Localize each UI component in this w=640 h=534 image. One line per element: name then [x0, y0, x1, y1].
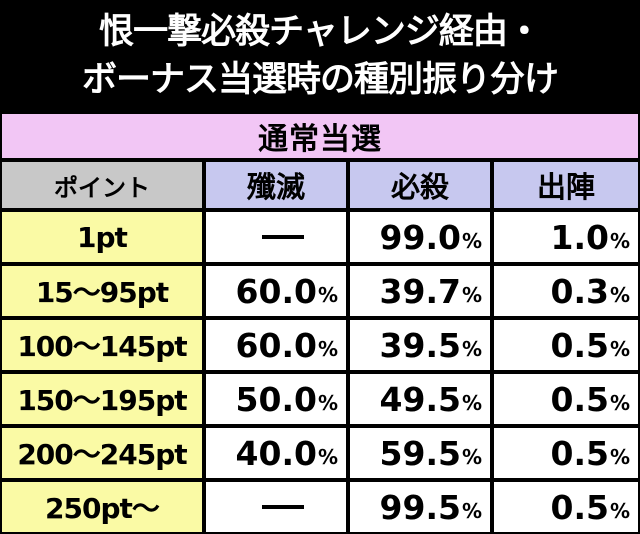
title-line-2: ボーナス当選時の種別振り分け	[81, 60, 559, 100]
value-number: 39.5	[379, 325, 461, 365]
percent-sign: %	[317, 445, 338, 469]
percent-sign: %	[317, 283, 338, 307]
percent-sign: %	[461, 229, 482, 253]
value-number: 49.5	[379, 379, 461, 419]
row-point-label: 15〜95pt	[2, 266, 202, 316]
value-number: 99.0	[379, 217, 461, 257]
percent-sign: %	[461, 391, 482, 415]
percent-sign: %	[609, 283, 630, 307]
shutsujin-value: 0.3%	[494, 266, 638, 316]
row-point-label: 250pt〜	[2, 482, 202, 532]
value-number: 0.3	[550, 271, 609, 311]
value-number: 0.5	[550, 487, 609, 527]
row-point-label: 1pt	[2, 212, 202, 262]
value-number: 1.0	[550, 217, 609, 257]
hissatsu-value: 99.5%	[350, 482, 490, 532]
row-point-label: 200〜245pt	[2, 428, 202, 478]
row-point-label: 150〜195pt	[2, 374, 202, 424]
senmetsu-value: 40.0%	[206, 428, 346, 478]
hissatsu-value: 39.5%	[350, 320, 490, 370]
percent-sign: %	[461, 283, 482, 307]
row-point-label: 100〜145pt	[2, 320, 202, 370]
percent-sign: %	[609, 229, 630, 253]
percent-sign: %	[461, 445, 482, 469]
value-number: 0.5	[550, 433, 609, 473]
value-number: 59.5	[379, 433, 461, 473]
value-number: 0.5	[550, 379, 609, 419]
senmetsu-value: 60.0%	[206, 266, 346, 316]
senmetsu-value: 60.0%	[206, 320, 346, 370]
dash-mark	[262, 235, 304, 239]
title-area: 恨一撃必殺チャレンジ経由・ ボーナス当選時の種別振り分け	[0, 0, 640, 112]
hissatsu-value: 39.7%	[350, 266, 490, 316]
shutsujin-value: 0.5%	[494, 374, 638, 424]
value-number: 0.5	[550, 325, 609, 365]
shutsujin-value: 0.5%	[494, 482, 638, 532]
senmetsu-dash	[206, 482, 346, 532]
value-number: 60.0	[235, 271, 317, 311]
value-number: 40.0	[235, 433, 317, 473]
distribution-table: 通常当選 ポイント 殲滅 必殺 出陣 1pt 99.0% 1.0% 15〜95pt 60…	[0, 112, 640, 534]
dash-mark	[262, 505, 304, 509]
percent-sign: %	[317, 391, 338, 415]
hissatsu-value: 59.5%	[350, 428, 490, 478]
shutsujin-value: 0.5%	[494, 428, 638, 478]
shutsujin-value: 1.0%	[494, 212, 638, 262]
senmetsu-value: 50.0%	[206, 374, 346, 424]
value-number: 50.0	[235, 379, 317, 419]
title-line-1: 恨一撃必殺チャレンジ経由・	[99, 12, 542, 52]
percent-sign: %	[317, 337, 338, 361]
percent-sign: %	[609, 391, 630, 415]
header-point: ポイント	[2, 162, 202, 208]
value-number: 99.5	[379, 487, 461, 527]
hissatsu-value: 99.0%	[350, 212, 490, 262]
header-hissatsu: 必殺	[350, 162, 490, 208]
percent-sign: %	[461, 337, 482, 361]
shutsujin-value: 0.5%	[494, 320, 638, 370]
hissatsu-value: 49.5%	[350, 374, 490, 424]
value-number: 39.7	[379, 271, 461, 311]
percent-sign: %	[461, 499, 482, 523]
percent-sign: %	[609, 337, 630, 361]
value-number: 60.0	[235, 325, 317, 365]
percent-sign: %	[609, 499, 630, 523]
header-shutsujin: 出陣	[494, 162, 638, 208]
percent-sign: %	[609, 445, 630, 469]
senmetsu-dash	[206, 212, 346, 262]
header-senmetsu: 殲滅	[206, 162, 346, 208]
section-header: 通常当選	[2, 114, 638, 158]
